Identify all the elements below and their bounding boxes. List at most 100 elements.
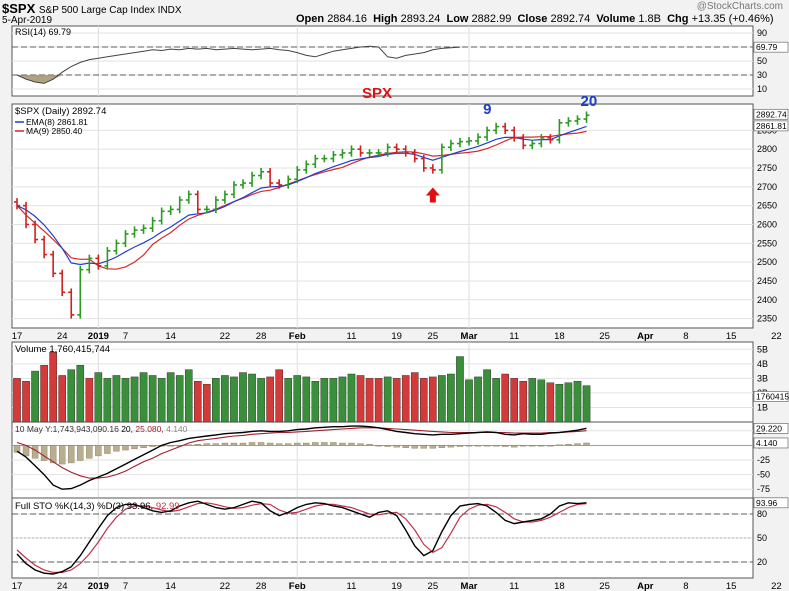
price-last-value: 2892.74 <box>756 109 787 119</box>
volume-bar <box>257 378 265 423</box>
rsi-last-value: 69.79 <box>756 42 778 52</box>
xaxis1-x-tick-label: 11 <box>347 331 357 342</box>
xaxis1-x-tick-label: 11 <box>509 331 519 342</box>
volume-bar <box>483 369 491 423</box>
xaxis1-x-tick-label: Mar <box>461 331 478 342</box>
volume-bar <box>510 378 519 423</box>
stochastic-k-line <box>16 500 587 575</box>
exchange-label: INDX <box>157 5 182 16</box>
kst-histogram-bar <box>212 443 220 446</box>
kst-histogram-bar <box>149 445 156 447</box>
price-y-tick-label: 2800 <box>757 144 777 154</box>
rsi-y-tick-label: 50 <box>757 56 767 66</box>
kst-histogram-bar <box>140 445 147 448</box>
ema-8-line <box>16 125 587 266</box>
volume-bar <box>67 369 76 423</box>
volume-bar <box>555 383 564 423</box>
kst-histogram-bar <box>375 445 382 447</box>
xaxis2-x-tick-label: 22 <box>771 581 782 591</box>
stochastic-y-tick-label: 50 <box>757 533 767 543</box>
kst-histogram-bar <box>438 445 446 448</box>
xaxis1-x-tick-label: 22 <box>771 331 782 342</box>
high-value: 2893.24 <box>400 13 441 25</box>
volume-y-tick-label: 1B <box>757 402 768 412</box>
volume-bar <box>284 378 293 423</box>
rsi-legend: RSI(14) 69.79 <box>15 27 71 37</box>
rsi-y-tick-label: 30 <box>757 70 767 80</box>
kst-main-last-value: 29.220 <box>756 423 782 433</box>
xaxis2-x-tick-label: 24 <box>57 581 68 591</box>
kst-histogram-bar <box>167 445 174 447</box>
volume-bar <box>112 375 121 423</box>
xaxis2-x-tick-label: Apr <box>637 581 654 591</box>
volume-bar <box>528 378 537 423</box>
quote-summary: Open 2884.16 High 2893.24 Low 2882.99 Cl… <box>296 13 774 25</box>
kst-y-tick-label: -25 <box>757 455 770 465</box>
volume-bar <box>130 376 139 423</box>
xaxis1-x-tick-label: 28 <box>256 331 267 342</box>
kst-histogram-bar <box>131 445 138 450</box>
volume-bar <box>157 378 166 423</box>
stochastic-k-last-value-box <box>753 497 789 509</box>
volume-bar <box>374 378 383 423</box>
price-y-tick-label: 2750 <box>757 163 777 173</box>
kst-histogram-bar <box>556 444 563 446</box>
volume-bar <box>447 373 455 423</box>
xaxis1-x-tick-label: 18 <box>554 331 565 342</box>
volume-legend: Volume 1,760,415,744 <box>15 344 110 355</box>
volume-bar <box>573 381 582 423</box>
annotation-count-20: 20 <box>581 93 598 110</box>
volume-value: 1.8B <box>638 13 661 25</box>
volume-bar <box>193 381 202 423</box>
kst-histogram-bar <box>357 443 364 446</box>
volume-bar <box>76 365 85 423</box>
volume-bar <box>31 370 39 423</box>
volume-bar <box>420 378 428 423</box>
xaxis1-x-tick-label: 17 <box>12 331 23 342</box>
volume-bar <box>275 369 283 423</box>
price-y-tick-label: 2450 <box>757 276 777 286</box>
kst-histogram-bar <box>456 445 464 447</box>
kst-histogram-bar <box>303 442 310 446</box>
change-value: +13.35 (+0.46%) <box>691 13 774 25</box>
volume-bar <box>582 385 591 423</box>
kst-histogram-bar <box>95 445 102 457</box>
ema-legend: EMA(8) 2861.81 <box>26 117 88 127</box>
kst-histogram-bar <box>474 445 482 447</box>
xaxis2-x-tick-label: 8 <box>683 581 688 591</box>
volume-bar <box>311 381 320 423</box>
volume-bar <box>121 378 130 423</box>
xaxis2-x-tick-label: Feb <box>289 581 306 591</box>
kst-histogram-bar <box>321 442 328 446</box>
kst-histogram-bar <box>511 445 518 448</box>
volume-bar <box>492 378 500 423</box>
volume-last-value-box <box>753 391 789 402</box>
volume-bar <box>22 381 30 423</box>
annotation-spx-label: SPX <box>362 85 392 102</box>
kst-histogram-bar <box>77 445 84 461</box>
volume-bar <box>338 376 347 423</box>
kst-histogram-bar <box>447 445 455 448</box>
stochastic-y-tick-label: 20 <box>757 557 767 567</box>
rsi-last-value-box <box>753 41 789 53</box>
kst-histogram-bar <box>285 443 292 446</box>
price-y-tick-label: 2550 <box>757 238 777 248</box>
symbol-name: S&P 500 Large Cap Index INDX <box>38 5 182 16</box>
volume-bar <box>40 365 48 423</box>
kst-histogram-bar <box>221 442 229 446</box>
kst-histogram-bar <box>420 445 427 449</box>
kst-histogram-bar <box>492 445 500 447</box>
chart-date: 5-Apr-2019 <box>2 15 53 26</box>
kst-histogram-bar <box>239 442 247 446</box>
rsi-y-tick-label: 90 <box>757 28 767 38</box>
xaxis2-x-tick-label: 14 <box>165 581 176 591</box>
price-last-value-box <box>753 108 789 120</box>
xaxis1-x-tick-label: Feb <box>289 331 306 342</box>
volume-bar <box>329 378 338 423</box>
volume-bar <box>293 375 302 423</box>
volume-bar <box>365 378 374 423</box>
volume-bar <box>175 375 184 423</box>
volume-bar <box>49 351 57 423</box>
